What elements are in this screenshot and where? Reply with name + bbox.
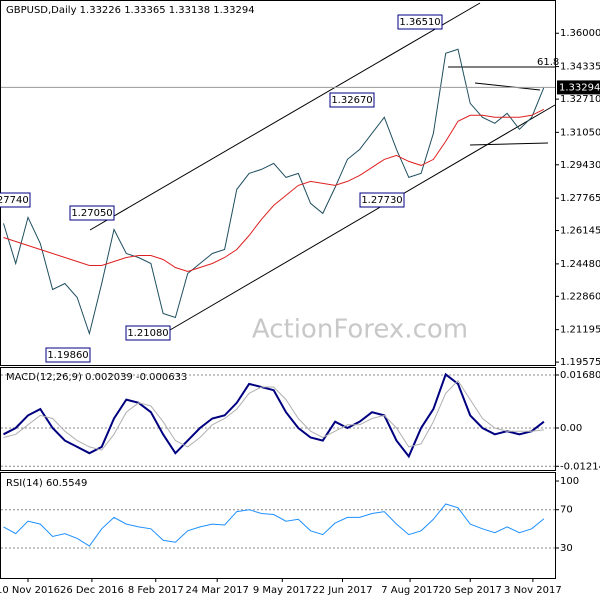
callout-box <box>45 347 91 363</box>
callout-box <box>397 14 443 30</box>
y-tick-label: 1.36000 <box>560 28 600 39</box>
y-tick-label: 1.29430 <box>560 160 600 171</box>
callout: 1.32670 <box>331 95 372 106</box>
y-tick-label: 0.00 <box>560 423 582 434</box>
chart-title: GBPUSD,Daily 1.33226 1.33365 1.33138 1.3… <box>6 5 255 16</box>
callout: 1.36510 <box>399 17 440 28</box>
callout: 1.27730 <box>361 195 402 206</box>
callout-box <box>0 192 31 208</box>
last-price-box <box>557 80 600 95</box>
x-tick-label: 8 Feb 2017 <box>128 585 184 596</box>
y-tick-label: 1.21195 <box>560 325 600 336</box>
series-line <box>3 503 545 547</box>
y-tick-label: 1.19575 <box>560 357 600 368</box>
y-tick-label: 100 <box>560 476 579 487</box>
callout-box <box>69 205 115 221</box>
y-tick-label: 1.34335 <box>560 62 600 73</box>
callout-box <box>125 325 171 341</box>
y-tick-label: -0.012144 <box>560 461 600 472</box>
macd-title: MACD(12,26,9) 0.002039 -0.000633 <box>6 372 187 383</box>
fib-label: 61.8 <box>537 57 559 68</box>
series-line <box>3 108 545 273</box>
series-line <box>3 48 545 336</box>
x-tick-label: 24 Mar 2017 <box>185 585 248 596</box>
x-tick-label: 9 May 2017 <box>253 585 312 596</box>
y-tick-label: 0.016805 <box>560 370 600 381</box>
y-tick-label: 1.26145 <box>560 226 600 237</box>
x-tick-label: 7 Aug 2017 <box>381 585 439 596</box>
y-tick-label: 1.24480 <box>560 259 600 270</box>
y-tick-label: 1.27765 <box>560 193 600 204</box>
y-tick-label: 70 <box>560 505 573 516</box>
rsi-panel <box>0 472 556 579</box>
y-tick-label: 1.22860 <box>560 291 600 302</box>
callout: 1.19860 <box>47 350 88 361</box>
y-tick-label: 1.31050 <box>560 127 600 138</box>
watermark: ActionForex.com <box>252 315 468 345</box>
price-callouts: 1.36510 1.32670 1.27730 1.21080 1.19860 … <box>0 14 443 363</box>
x-tick-label: 22 Jun 2017 <box>312 585 372 596</box>
callout-box <box>359 192 405 208</box>
callout-box <box>329 92 375 108</box>
x-tick-label: 3 Nov 2017 <box>504 585 562 596</box>
series-line <box>3 379 544 451</box>
rsi-title: RSI(14) 60.5549 <box>6 478 87 489</box>
y-tick-label: 30 <box>560 543 573 554</box>
last-price-label: 1.33294 <box>559 82 600 93</box>
callout: 1.21080 <box>127 328 168 339</box>
x-tick-label: 26 Dec 2016 <box>60 585 124 596</box>
callout: 1.27740 <box>0 195 29 206</box>
trend-lines <box>89 2 556 331</box>
x-tick-label: 20 Sep 2017 <box>439 585 502 596</box>
x-tick-label: 10 Nov 2016 <box>0 585 60 596</box>
y-tick-label: 1.32710 <box>560 94 600 105</box>
series-line <box>3 372 545 459</box>
price-panel <box>0 0 556 366</box>
callout: 1.27050 <box>71 208 112 219</box>
macd-panel <box>0 367 556 471</box>
